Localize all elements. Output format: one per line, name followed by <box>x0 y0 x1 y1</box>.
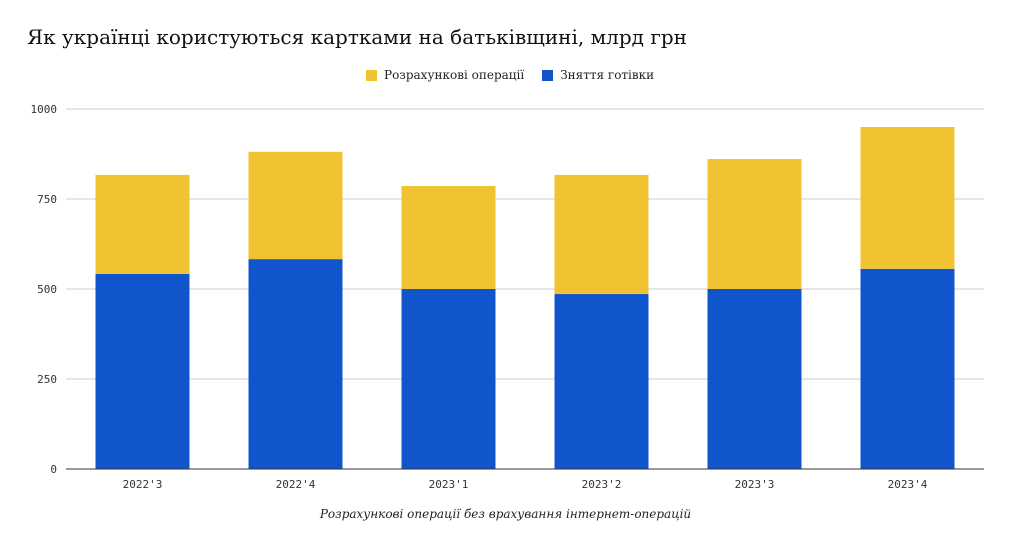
legend-label-payments: Розрахункові операції <box>384 68 525 82</box>
legend-label-cash: Зняття готівки <box>560 68 655 82</box>
y-tick-label: 500 <box>37 283 57 296</box>
bar-segment <box>707 289 802 469</box>
bar-segment <box>248 151 343 260</box>
x-axis-label: Розрахункові операції без врахування інт… <box>319 507 692 521</box>
bar-segment <box>95 273 190 469</box>
bar-segment <box>554 174 649 295</box>
y-tick-label: 0 <box>50 463 57 476</box>
x-tick-label: 2023'3 <box>735 478 775 491</box>
bar-segment <box>707 159 802 289</box>
bar-segment <box>248 259 343 469</box>
bar-segment <box>401 289 496 469</box>
bar-segment <box>860 268 955 469</box>
legend-item-payments: Розрахункові операції <box>366 68 524 82</box>
legend-swatch-cash <box>542 69 554 81</box>
bar-segment <box>95 174 190 274</box>
y-tick-label: 1000 <box>31 103 58 116</box>
x-tick-label: 2023'2 <box>582 478 622 491</box>
chart-title: Як українці користуються картками на бат… <box>27 25 687 49</box>
x-tick-label: 2022'4 <box>276 478 316 491</box>
legend-swatch-payments <box>366 69 377 81</box>
bar-segment <box>554 294 649 469</box>
legend-item-cash: Зняття готівки <box>542 68 654 82</box>
y-tick-label: 750 <box>37 193 57 206</box>
y-tick-label: 250 <box>37 373 57 386</box>
legend: Розрахункові операції Зняття готівки <box>366 68 654 82</box>
bar-segment <box>860 127 955 269</box>
x-tick-label: 2023'1 <box>429 478 469 491</box>
x-tick-label: 2022'3 <box>123 478 163 491</box>
x-tick-label: 2023'4 <box>888 478 928 491</box>
bar-segment <box>401 186 496 289</box>
